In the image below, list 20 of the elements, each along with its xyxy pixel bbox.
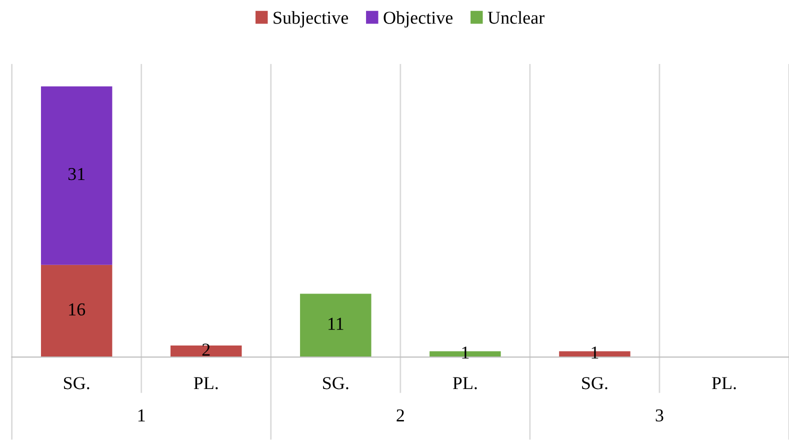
bar: [40, 264, 112, 358]
data-label: 31: [68, 168, 85, 180]
data-label: 2: [202, 344, 210, 356]
x-tick-label: PL.: [452, 377, 477, 390]
text: 1: [138, 409, 145, 422]
x-tick-label: PL.: [194, 377, 218, 390]
legend-label: Unclear: [488, 11, 544, 24]
x-tick-label: SG.: [64, 377, 90, 390]
bar: [300, 294, 372, 358]
data-label: 11: [328, 318, 344, 330]
x-tick-label: PL.: [712, 377, 736, 390]
legend-label: Subjective: [274, 11, 348, 28]
x-tick-label: SG.: [323, 377, 348, 390]
data-label: 16: [69, 303, 86, 316]
text: 2: [396, 409, 404, 422]
bar: [170, 346, 242, 358]
bar: [40, 86, 112, 265]
x-tick-label: SG.: [582, 377, 608, 390]
text: 3: [656, 409, 664, 422]
legend-label: Objective: [384, 11, 453, 28]
